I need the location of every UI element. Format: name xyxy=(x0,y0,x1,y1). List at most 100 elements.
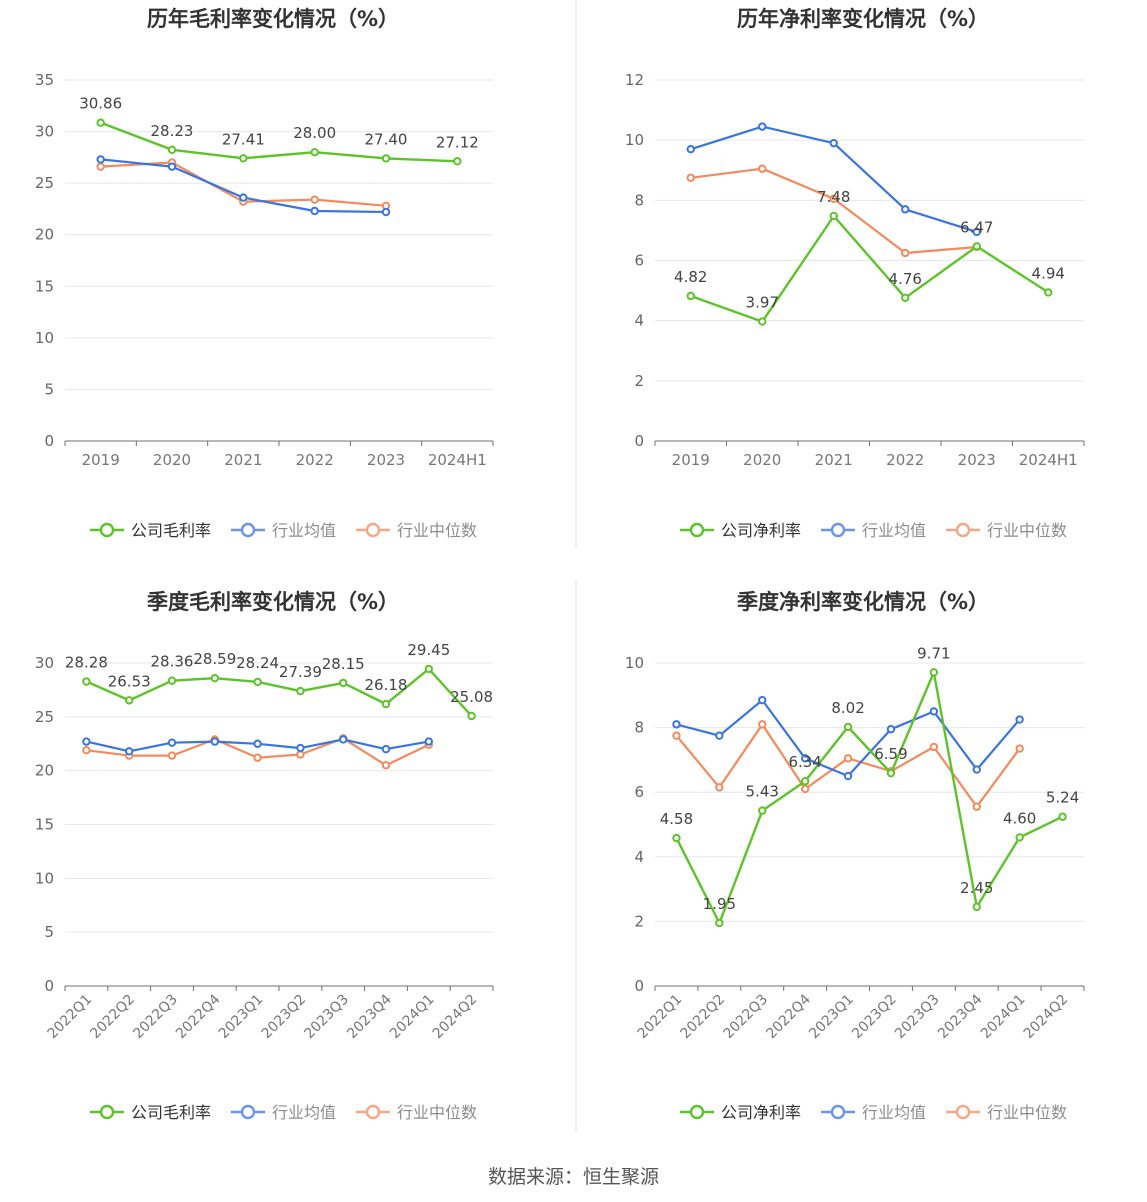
data-point-company xyxy=(381,154,391,163)
data-label: 2.45 xyxy=(960,879,993,897)
data-label: 4.58 xyxy=(660,810,693,828)
y-tick-label: 25 xyxy=(35,174,54,192)
data-label: 30.86 xyxy=(79,95,122,113)
y-tick-label: 10 xyxy=(625,654,644,672)
legend-marker xyxy=(365,1104,381,1120)
x-tick-label: 2020 xyxy=(743,451,781,469)
y-tick-label: 12 xyxy=(625,71,644,89)
data-point-avg xyxy=(800,754,810,763)
data-point-avg xyxy=(758,695,767,705)
y-tick-label: 5 xyxy=(44,923,54,941)
data-point-median xyxy=(82,746,91,755)
x-tick-label: 2019 xyxy=(82,451,120,469)
legend-marker xyxy=(240,522,256,538)
legend-item-median[interactable]: 行业中位数 xyxy=(356,1103,477,1122)
data-point-avg xyxy=(239,193,248,202)
data-point-avg xyxy=(125,747,134,756)
legend-label: 公司净利率 xyxy=(721,521,801,540)
chart-4: 季度净利率变化情况（%）02468102022Q12022Q22022Q3202… xyxy=(625,590,1085,1122)
data-point-avg xyxy=(296,743,305,753)
legend-item-median[interactable]: 行业中位数 xyxy=(356,521,477,540)
legend-marker xyxy=(365,522,381,538)
y-tick-label: 0 xyxy=(44,977,54,995)
data-point-avg xyxy=(210,737,220,746)
data-point-company xyxy=(339,678,348,688)
chart-1: 历年毛利率变化情况（%） 0 5 10 15 20 25 30 35 2019 2020 2021 20… xyxy=(35,7,494,540)
legend: 公司毛利率 行业均值 行业中位数 xyxy=(90,521,477,540)
y-tick-label: 4 xyxy=(634,312,644,330)
legend-item-median[interactable]: 行业中位数 xyxy=(946,1103,1067,1122)
legend-item-company[interactable]: 公司净利率 xyxy=(680,521,801,540)
legend-item-avg[interactable]: 行业均值 xyxy=(821,1103,926,1122)
legend-item-company[interactable]: 公司毛利率 xyxy=(90,1103,211,1122)
data-label: 28.15 xyxy=(322,655,365,673)
series-line-company xyxy=(85,667,473,717)
data-point-avg xyxy=(929,707,939,716)
x-tick-label: 2024Q2 xyxy=(430,992,481,1043)
legend-label: 行业中位数 xyxy=(397,521,477,540)
legend-marker xyxy=(830,522,846,538)
data-point-avg xyxy=(253,739,262,748)
y-tick-label: 6 xyxy=(634,252,644,270)
data-point-company xyxy=(843,722,853,732)
data-point-company xyxy=(929,668,939,677)
series-line-company xyxy=(675,671,1064,925)
x-tick-label: 2024H1 xyxy=(428,451,487,469)
y-tick-label: 25 xyxy=(35,708,54,726)
data-point-avg xyxy=(310,206,319,216)
data-point-median xyxy=(800,784,810,794)
data-point-company xyxy=(672,833,681,843)
data-label: 26.53 xyxy=(108,672,151,690)
legend-item-company[interactable]: 公司净利率 xyxy=(680,1103,801,1122)
y-tick-label: 0 xyxy=(634,977,644,995)
legend-item-avg[interactable]: 行业均值 xyxy=(231,521,336,540)
data-point-company xyxy=(239,154,248,163)
y-tick-label: 8 xyxy=(634,191,644,209)
data-label: 27.40 xyxy=(365,130,408,148)
x-tick-label: 2022Q2 xyxy=(678,992,729,1043)
x-tick-label: 2020 xyxy=(153,451,191,469)
data-label: 28.00 xyxy=(293,124,336,142)
x-tick-label: 2023Q3 xyxy=(892,992,943,1043)
data-point-company xyxy=(453,157,462,166)
y-tick-label: 5 xyxy=(44,380,54,398)
data-point-avg xyxy=(829,138,838,148)
data-point-company xyxy=(167,676,177,685)
legend-marker xyxy=(955,522,971,538)
x-tick-label: 2023Q2 xyxy=(259,992,310,1043)
y-tick-label: 35 xyxy=(35,71,54,89)
data-point-company xyxy=(1015,833,1024,842)
chart-title: 历年毛利率变化情况（%） xyxy=(147,7,399,31)
legend-item-median[interactable]: 行业中位数 xyxy=(946,521,1067,540)
legend-label: 行业均值 xyxy=(272,1103,336,1122)
legend-label: 行业中位数 xyxy=(987,1103,1067,1122)
data-label: 26.18 xyxy=(365,676,408,694)
data-point-company xyxy=(424,664,433,674)
data-label: 28.59 xyxy=(193,650,236,668)
chart-3: 季度毛利率变化情况（%）0510152025302022Q12022Q22022… xyxy=(35,590,494,1122)
x-tick-label: 2023 xyxy=(367,451,405,469)
legend-item-avg[interactable]: 行业均值 xyxy=(821,521,926,540)
legend-marker xyxy=(689,522,705,538)
legend-label: 公司净利率 xyxy=(721,1103,801,1122)
data-label: 6.47 xyxy=(960,218,993,236)
data-label: 6.59 xyxy=(874,745,907,763)
data-point-company xyxy=(1044,288,1053,297)
x-tick-label: 2024Q1 xyxy=(978,992,1029,1043)
data-label: 29.45 xyxy=(407,641,450,659)
legend-item-avg[interactable]: 行业均值 xyxy=(231,1103,336,1122)
data-point-median xyxy=(686,173,695,182)
data-label: 6.34 xyxy=(788,753,821,771)
y-tick-label: 8 xyxy=(634,719,644,737)
legend-item-company[interactable]: 公司毛利率 xyxy=(90,521,211,540)
data-point-avg xyxy=(843,771,853,781)
data-point-company xyxy=(686,291,695,301)
data-point-median xyxy=(901,248,910,258)
data-point-company xyxy=(210,673,220,683)
data-point-company xyxy=(253,677,262,687)
x-tick-label: 2021 xyxy=(815,451,853,469)
data-point-company xyxy=(467,711,476,721)
legend-marker xyxy=(689,1104,705,1120)
data-point-avg xyxy=(96,155,105,164)
